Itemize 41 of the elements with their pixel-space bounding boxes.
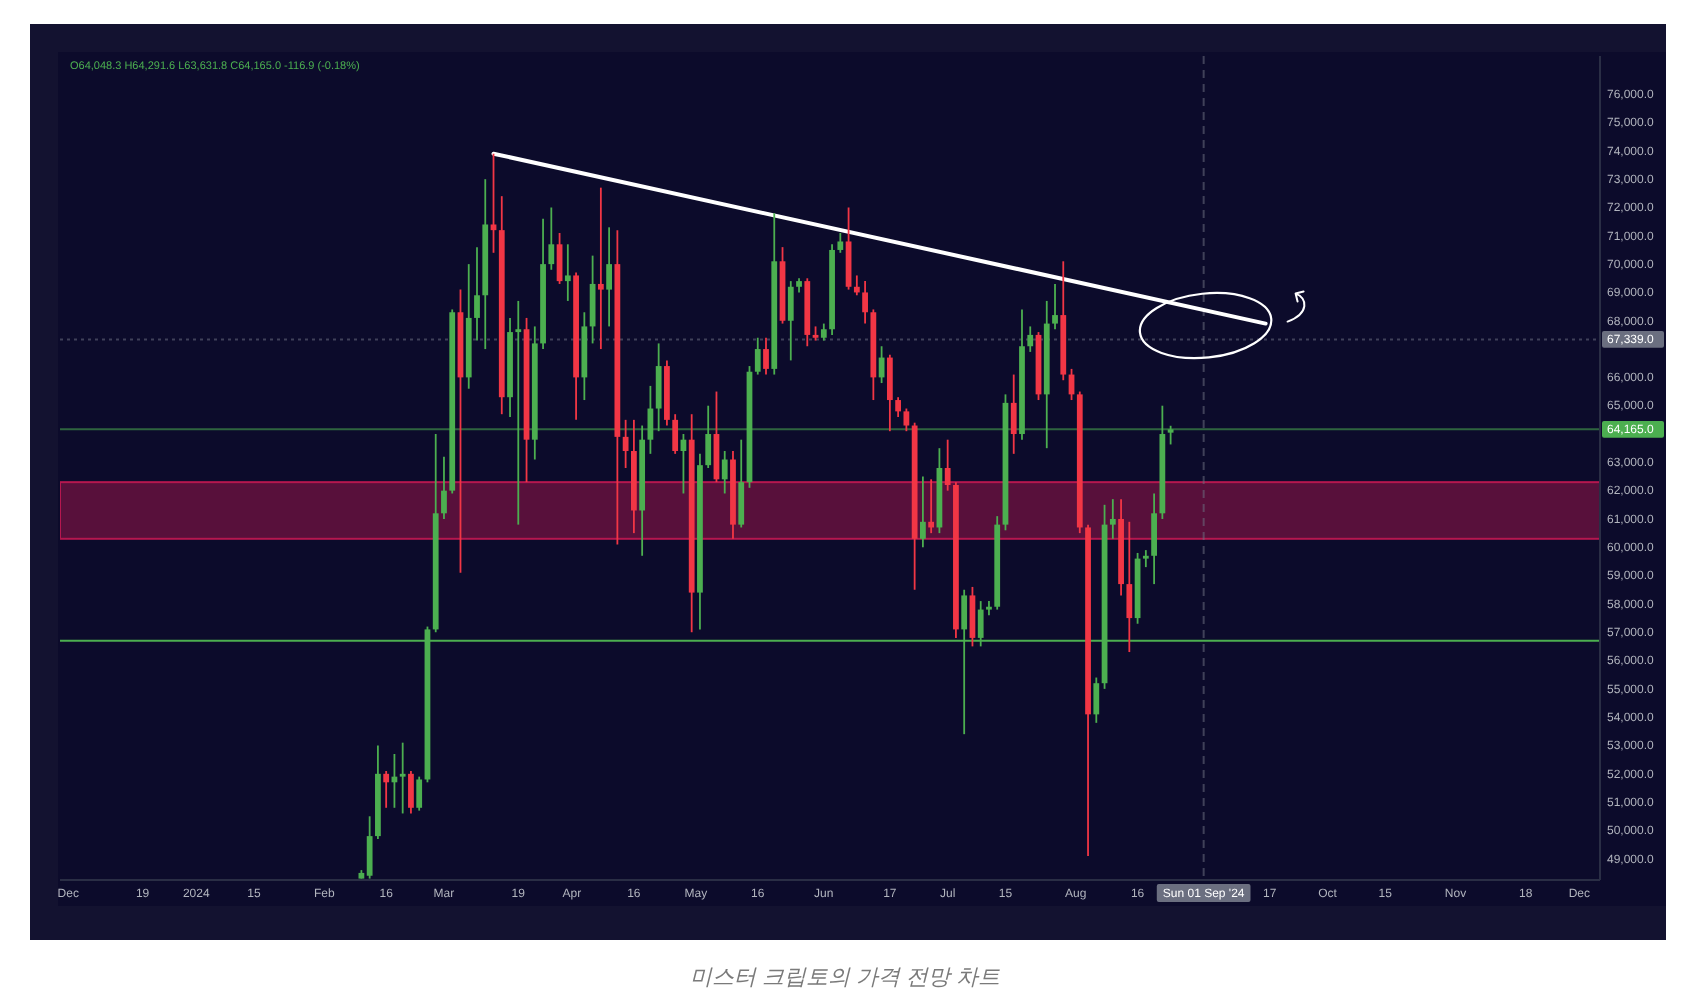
candlestick	[597, 186, 604, 350]
candlestick	[787, 280, 794, 362]
candlestick	[754, 336, 761, 376]
candlestick	[928, 478, 935, 535]
candlestick	[1010, 373, 1017, 455]
candlestick	[366, 815, 373, 880]
candlestick	[763, 336, 769, 376]
candlestick	[399, 741, 406, 815]
candlestick	[1126, 520, 1133, 653]
candlestick	[886, 353, 893, 433]
candlestick	[903, 407, 910, 433]
candlestick	[515, 300, 522, 526]
candlestick	[705, 404, 712, 469]
candlestick	[920, 475, 926, 549]
candlestick	[622, 418, 629, 469]
candlestick	[837, 232, 844, 254]
candlestick	[655, 342, 662, 433]
candlestick	[383, 770, 390, 809]
candlestick	[1052, 283, 1058, 331]
candlestick	[862, 280, 868, 325]
candlestick	[408, 770, 414, 815]
candlestick	[721, 450, 728, 495]
text: 미스터 크립토의 가격 전망 차트	[689, 966, 1001, 990]
candlestick	[416, 775, 423, 812]
candlestick	[548, 206, 555, 271]
candlestick	[1109, 498, 1116, 540]
candlestick	[441, 455, 447, 520]
candlestick	[1167, 424, 1174, 446]
candlestick	[738, 438, 745, 529]
candlestick	[944, 438, 951, 492]
candlestick	[1142, 549, 1149, 569]
candlestick	[564, 243, 571, 302]
candlestick	[1093, 676, 1100, 724]
candlestick	[853, 274, 860, 297]
candlestick	[1151, 492, 1157, 585]
candlestick	[606, 226, 613, 328]
candlestick	[490, 152, 497, 254]
candlestick	[1027, 325, 1034, 353]
candlestick	[474, 246, 480, 342]
candlestick	[672, 413, 679, 455]
candlestick	[895, 396, 902, 418]
